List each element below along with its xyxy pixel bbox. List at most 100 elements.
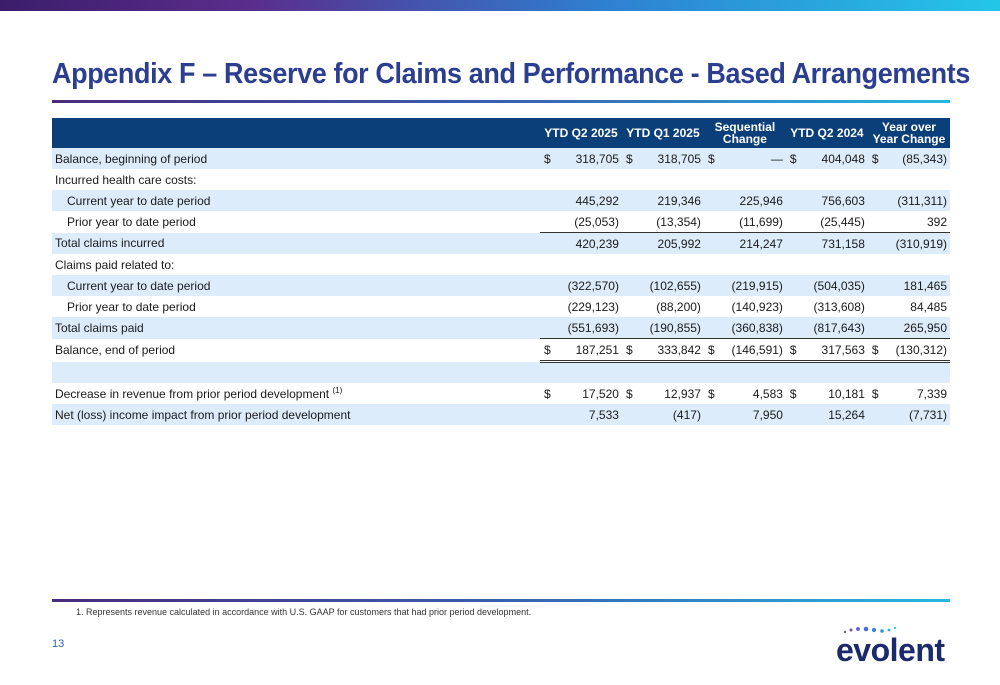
value-cell: [880, 169, 950, 190]
currency-cell: $: [867, 148, 881, 169]
value-cell: 10,181: [828, 386, 865, 401]
currency-cell: [785, 211, 799, 233]
row-label-text: Prior year to date period: [67, 299, 196, 314]
currency-cell: [867, 190, 881, 211]
header-label-cell: [52, 118, 540, 148]
row-label-text: Total claims paid: [55, 320, 144, 335]
row-label: Current year to date period: [52, 275, 540, 296]
currency-cell: [785, 232, 799, 254]
currency-cell: [785, 190, 799, 211]
value-cell: (85,343): [880, 148, 950, 169]
row-label: Current year to date period: [52, 190, 540, 211]
value-cell: 333,842: [634, 338, 704, 363]
value-cell: 265,950: [880, 317, 950, 339]
currency-cell: $: [785, 338, 799, 363]
table-header-row: YTD Q2 2025 YTD Q1 2025 Sequential Change…: [52, 118, 950, 148]
currency-cell: [622, 254, 634, 275]
value-cell: 731,158: [798, 232, 868, 254]
currency-cell: [868, 296, 880, 317]
value-cell: (13,354): [634, 211, 704, 233]
spacer-cell: [52, 361, 950, 383]
currency-cell: [786, 296, 798, 317]
value-cell: 15,264: [798, 404, 868, 425]
logo-dots-icon: [843, 626, 897, 634]
column-header: YTD Q2 2024: [785, 118, 868, 148]
row-label-text: Decrease in revenue from prior period de…: [55, 387, 330, 401]
currency-cell: [704, 169, 716, 190]
currency-cell: [703, 211, 717, 233]
value-cell: 181,465: [880, 275, 950, 296]
value-cell: 205,992: [634, 232, 704, 254]
row-label-text: Current year to date period: [67, 278, 211, 293]
value-cell: (322,570): [552, 275, 622, 296]
currency-cell: $: [789, 386, 797, 401]
value-cell: 404,048: [798, 148, 868, 169]
value-cell: (11,699): [716, 211, 786, 233]
table-row: Incurred health care costs:: [52, 169, 950, 190]
value-cell: (102,655): [634, 275, 704, 296]
value-cell: (310,919): [880, 232, 950, 254]
title-divider: [52, 100, 950, 103]
currency-cell: [704, 254, 716, 275]
value-cell: 214,247: [716, 232, 786, 254]
currency-cell: $: [703, 148, 717, 169]
currency-cell: [703, 232, 717, 254]
value-cell: [634, 254, 704, 275]
row-label: Net (loss) income impact from prior peri…: [52, 404, 540, 425]
footnote: 1. Represents revenue calculated in acco…: [76, 607, 532, 617]
value-cell: (504,035): [798, 275, 868, 296]
value-cell: (313,608): [813, 299, 865, 314]
value-cell: 17,520: [582, 386, 619, 401]
column-header-line: Change: [722, 132, 767, 146]
currency-cell: [867, 275, 881, 296]
row-label: Prior year to date period: [52, 211, 540, 233]
row-label: Decrease in revenue from prior period de…: [52, 383, 540, 404]
column-header: Sequential Change: [703, 118, 786, 148]
currency-cell: [540, 169, 552, 190]
value-cell: (146,591): [716, 338, 786, 363]
currency-cell: [621, 404, 635, 425]
currency-cell: [539, 404, 553, 425]
value-cell: (25,445): [798, 211, 868, 233]
currency-cell: $: [867, 338, 881, 363]
logo-wordmark: evolent: [836, 632, 945, 668]
value-cell: (140,923): [731, 299, 783, 314]
currency-cell: [867, 317, 881, 339]
currency-cell: [867, 404, 881, 425]
value-cell: [552, 169, 622, 190]
page-title: Appendix F – Reserve for Claims and Perf…: [52, 58, 970, 90]
table-row: Current year to date period (322,570) (102…: [52, 275, 950, 296]
value-cell: (190,855): [634, 317, 704, 339]
evolent-logo: evolent: [836, 622, 954, 670]
value-cell: (88,200): [656, 299, 701, 314]
currency-cell: $: [871, 386, 879, 401]
column-header: YTD Q2 2025: [539, 118, 622, 148]
column-header-line: Year over: [881, 120, 936, 134]
currency-cell: [621, 190, 635, 211]
row-label: Claims paid related to:: [52, 254, 540, 275]
reserve-claims-table: YTD Q2 2025 YTD Q1 2025 Sequential Change…: [52, 118, 950, 425]
currency-cell: [867, 211, 881, 233]
table-row: Current year to date period 445,292 219,34…: [52, 190, 950, 211]
page-number: 13: [52, 638, 65, 650]
currency-cell: [704, 296, 716, 317]
value-cell: (7,731): [880, 404, 950, 425]
currency-cell: [785, 317, 799, 339]
table-row: Prior year to date period (25,053) (13,354…: [52, 211, 950, 233]
column-header-line: YTD Q2 2025: [544, 126, 618, 140]
column-header: Year over Year Change: [867, 118, 950, 148]
spacer-row: [52, 361, 950, 383]
currency-cell: $: [621, 338, 635, 363]
currency-cell: [621, 232, 635, 254]
footnote-marker: (1): [332, 386, 343, 395]
currency-cell: [621, 211, 635, 233]
top-gradient-bar: [0, 0, 1000, 11]
currency-cell: [867, 232, 881, 254]
value-cell: (130,312): [880, 338, 950, 363]
currency-cell: [540, 296, 552, 317]
value-cell: 219,346: [634, 190, 704, 211]
value-cell: (219,915): [716, 275, 786, 296]
value-cell: 7,950: [716, 404, 786, 425]
value-cell: (551,693): [552, 317, 622, 339]
currency-cell: $: [539, 148, 553, 169]
